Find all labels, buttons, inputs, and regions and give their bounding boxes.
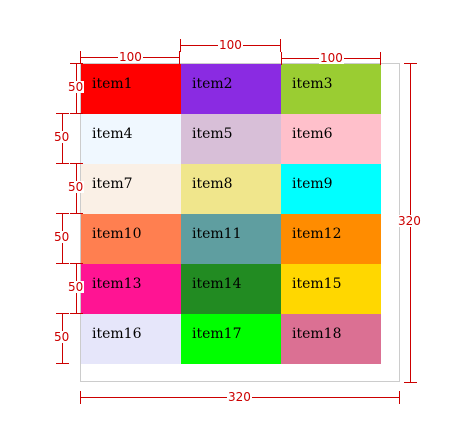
row-height-label: 50 [67,280,85,294]
column-width-marker: 100 [80,51,180,65]
grid-item: item11 [181,214,281,264]
row-height-marker: 50 [67,163,85,214]
grid-item: item7 [81,164,181,214]
row-height-label: 50 [53,330,71,344]
container-height-marker: 320 [397,63,422,383]
grid-item: item10 [81,214,181,264]
grid-item: item13 [81,264,181,314]
grid-item: item2 [181,64,281,114]
container-width-marker: 320 [80,391,400,405]
column-width-label: 100 [319,51,344,65]
grid-container: item1 item2 item3 item4 item5 item6 item… [80,63,400,382]
grid-item: item9 [281,164,381,214]
column-width-label: 100 [218,38,243,52]
grid-item: item12 [281,214,381,264]
grid-item: item5 [181,114,281,164]
column-width-marker: 100 [180,39,281,53]
grid-item: item4 [81,114,181,164]
row-height-label: 50 [53,230,71,244]
container-width-label: 320 [227,390,252,404]
column-width-marker: 100 [281,52,381,66]
column-width-label: 100 [118,50,143,64]
row-height-marker: 50 [53,313,71,364]
grid-item: item16 [81,314,181,364]
grid-item: item3 [281,64,381,114]
grid-item: item18 [281,314,381,364]
row-height-marker: 50 [53,213,71,264]
grid-item: item8 [181,164,281,214]
container-height-label: 320 [397,214,422,228]
row-height-label: 50 [53,130,71,144]
row-height-label: 50 [67,80,85,94]
row-height-label: 50 [67,180,85,194]
grid-item: item17 [181,314,281,364]
grid-item: item15 [281,264,381,314]
row-height-marker: 50 [67,263,85,314]
row-height-marker: 50 [53,113,71,164]
grid-item: item6 [281,114,381,164]
grid-item: item14 [181,264,281,314]
grid-item: item1 [81,64,181,114]
row-height-marker: 50 [67,63,85,114]
